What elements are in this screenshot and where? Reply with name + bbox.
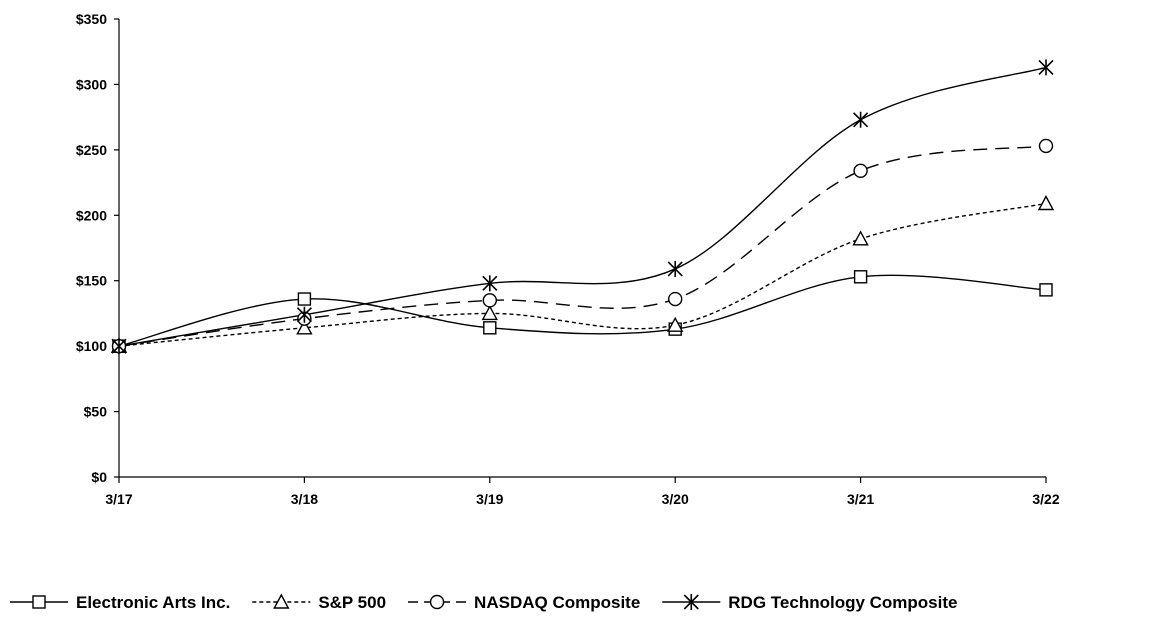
legend-marker (429, 594, 445, 610)
data-point-rdg-technology-composite (853, 111, 869, 128)
data-point-sandp-500 (852, 230, 869, 246)
y-tick-label: $250 (76, 142, 107, 158)
chart-legend: Electronic Arts Inc. S&P 500 NASDAQ Compos… (10, 593, 957, 612)
data-point-electronic-arts-inc (853, 270, 868, 284)
data-point-nasdaq-composite (1038, 138, 1054, 154)
legend-label: Electronic Arts Inc. (76, 593, 230, 612)
series-markers (110, 59, 1055, 355)
x-tick-label: 3/22 (1032, 491, 1059, 507)
y-tick-label: $200 (76, 207, 107, 223)
data-point-rdg-technology-composite (482, 275, 498, 292)
data-point-sandp-500 (667, 316, 684, 332)
x-tick-label: 3/20 (662, 491, 689, 507)
series-line-nasdaq-composite (118, 145, 1047, 347)
data-point-sandp-500 (481, 304, 498, 321)
data-point-rdg-technology-composite (111, 338, 127, 355)
chart-axes: $0 $50 $100 $150 $200 $250 $300 $350 3/17 3/18 3/1… (76, 11, 1060, 507)
data-point-rdg-technology-composite (296, 306, 312, 323)
y-tick-label: $100 (76, 338, 107, 354)
series-lines (118, 66, 1047, 347)
x-tick-label: 3/17 (105, 491, 132, 507)
data-point-sandp-500 (1037, 195, 1055, 211)
legend-item-rdg-technology-composite: RDG Technology Composite (662, 593, 957, 612)
data-point-rdg-technology-composite (667, 260, 683, 277)
x-tick-label: 3/18 (291, 491, 318, 507)
y-tick-label: $50 (84, 404, 108, 420)
legend-item-sandp-500: S&P 500 (252, 593, 386, 612)
legend-item-electronic-arts-inc: Electronic Arts Inc. (10, 593, 230, 612)
x-tick-label: 3/21 (847, 491, 874, 507)
legend-marker (683, 594, 699, 610)
legend-label: RDG Technology Composite (728, 593, 957, 612)
series-line-sandp-500 (118, 202, 1047, 347)
data-point-nasdaq-composite (853, 163, 868, 178)
y-tick-label: $350 (76, 11, 107, 27)
legend-label: S&P 500 (318, 593, 386, 612)
data-point-rdg-technology-composite (1038, 59, 1054, 76)
data-point-electronic-arts-inc (483, 321, 497, 335)
series-line-rdg-technology-composite (118, 66, 1047, 347)
y-tick-label: $300 (76, 76, 107, 92)
data-point-electronic-arts-inc (1039, 283, 1053, 297)
legend-label: NASDAQ Composite (474, 593, 640, 612)
y-tick-label: $150 (76, 273, 107, 289)
data-point-electronic-arts-inc (297, 292, 312, 306)
legend-marker (32, 595, 46, 609)
data-point-sandp-500 (296, 319, 313, 335)
legend-marker (273, 593, 290, 609)
series-line-electronic-arts-inc (118, 274, 1047, 347)
y-tick-label: $0 (91, 469, 107, 485)
data-point-nasdaq-composite (482, 293, 497, 308)
legend-item-nasdaq-composite: NASDAQ Composite (408, 593, 640, 612)
data-point-nasdaq-composite (668, 291, 683, 307)
x-tick-label: 3/19 (476, 491, 503, 507)
